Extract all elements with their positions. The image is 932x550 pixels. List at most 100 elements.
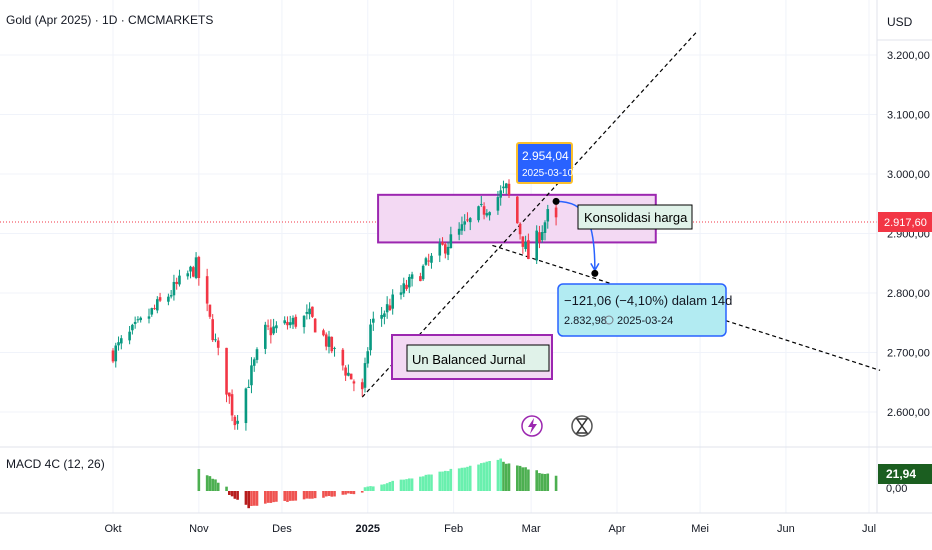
candle-body (504, 183, 508, 189)
candle-body (172, 281, 176, 296)
candle-body (482, 206, 486, 215)
macd-bar (391, 480, 394, 491)
candle-body (139, 317, 142, 321)
candle-body (117, 342, 120, 346)
macd-bar (516, 465, 519, 491)
candle-body (535, 230, 538, 261)
candle-body (507, 183, 511, 195)
macd-bar (410, 478, 414, 491)
candle-body (283, 320, 286, 324)
macd-bar (441, 471, 444, 491)
svg-text:21,94: 21,94 (886, 467, 916, 481)
candle-body (521, 236, 525, 247)
candle-body (192, 267, 195, 277)
consolidation-note[interactable]: Konsolidasi harga (577, 204, 693, 230)
candle-body (128, 331, 131, 341)
candle-body (147, 316, 151, 319)
rising-trendline[interactable] (361, 30, 698, 398)
candle-body (211, 319, 214, 341)
candle-body (496, 197, 500, 211)
candle-body (294, 316, 298, 327)
macd-bar (244, 491, 248, 505)
time-tick-label: Jul (862, 523, 876, 535)
projection-change: −121,06 (−4,10%) dalam 14d (564, 293, 732, 308)
macd-bar (341, 491, 345, 495)
macd-bar (264, 491, 267, 504)
macd-bar (230, 491, 234, 497)
lightning-icon[interactable] (521, 415, 543, 437)
macd-bar (294, 491, 298, 501)
time-tick-label: 2025 (356, 523, 380, 535)
unbalanced-note-box (406, 344, 550, 372)
candle-body (399, 292, 403, 295)
macd-bar (463, 467, 466, 491)
macd-bar (344, 491, 347, 495)
clock-icon (604, 315, 614, 325)
macd-bar (302, 491, 306, 500)
candle-body (194, 257, 198, 278)
candle-body (114, 345, 118, 362)
macd-bar (225, 486, 228, 491)
candle-body (518, 223, 522, 235)
candle-body (269, 327, 273, 336)
macd-zero-label: 0,00 (886, 483, 907, 495)
unbalanced-note[interactable]: Un Balanced Jurnal (391, 334, 553, 380)
candle-body (410, 274, 414, 279)
candle-body (230, 394, 234, 416)
macd-bar (504, 463, 508, 491)
macd-bar (308, 491, 311, 499)
candle-body (333, 347, 336, 349)
macd-bar (385, 483, 389, 491)
projection-callout[interactable]: −121,06 (−4,10%) dalam 14d 2.832,98 2025… (557, 283, 732, 337)
candle-body (205, 276, 209, 304)
macd-bar (324, 491, 328, 497)
candle-body (430, 255, 433, 263)
candle-body (264, 324, 267, 349)
macd-bar (369, 486, 372, 491)
candle-body (291, 317, 295, 325)
price-callout[interactable]: 2.954,04 2025-03-10 (516, 142, 574, 184)
macd-bar (269, 491, 273, 503)
candle-body (208, 304, 212, 317)
candle-body (302, 315, 306, 328)
candle-body (438, 243, 442, 256)
macd-bar (247, 491, 250, 509)
price-axis[interactable]: 3.200,003.100,003.000,002.900,002.800,00… (887, 50, 930, 419)
macd-bar (208, 476, 212, 491)
macd-bar (347, 491, 350, 494)
macd-bar (419, 476, 422, 491)
macd-bar (468, 465, 472, 491)
hourglass-icon[interactable] (571, 415, 593, 437)
candle-body (322, 330, 325, 336)
macd-bar (485, 461, 489, 491)
macd-bar (554, 475, 558, 491)
candle-body (441, 242, 444, 245)
candle-body (546, 209, 550, 222)
macd-bar (349, 491, 353, 494)
macd-bar (333, 491, 336, 497)
macd-bar (236, 491, 239, 500)
candle-body (197, 256, 201, 279)
time-tick-label: Feb (444, 523, 463, 535)
candle-body (288, 322, 292, 326)
time-axis[interactable]: Okt Nov Des 2025 Feb Mar Apr Mei Jun Jul (104, 523, 876, 535)
macd-bar (330, 491, 334, 497)
candle-body (131, 324, 134, 331)
candle-body (341, 349, 345, 366)
candle-body (349, 373, 353, 380)
macd-bar (466, 466, 469, 491)
candle-body (214, 339, 217, 341)
candle-body (327, 336, 331, 347)
macd-bar (327, 491, 331, 496)
macd-bar (457, 468, 461, 491)
candle-body (360, 382, 364, 390)
candle-body (540, 232, 544, 241)
macd-bar (255, 491, 259, 506)
macd-bar (360, 491, 364, 493)
macd-bar (383, 484, 386, 491)
candle-body (402, 283, 406, 294)
candle-body (175, 281, 178, 284)
candle-body (250, 365, 253, 386)
last-price-label: 2.917,60 (878, 212, 932, 232)
